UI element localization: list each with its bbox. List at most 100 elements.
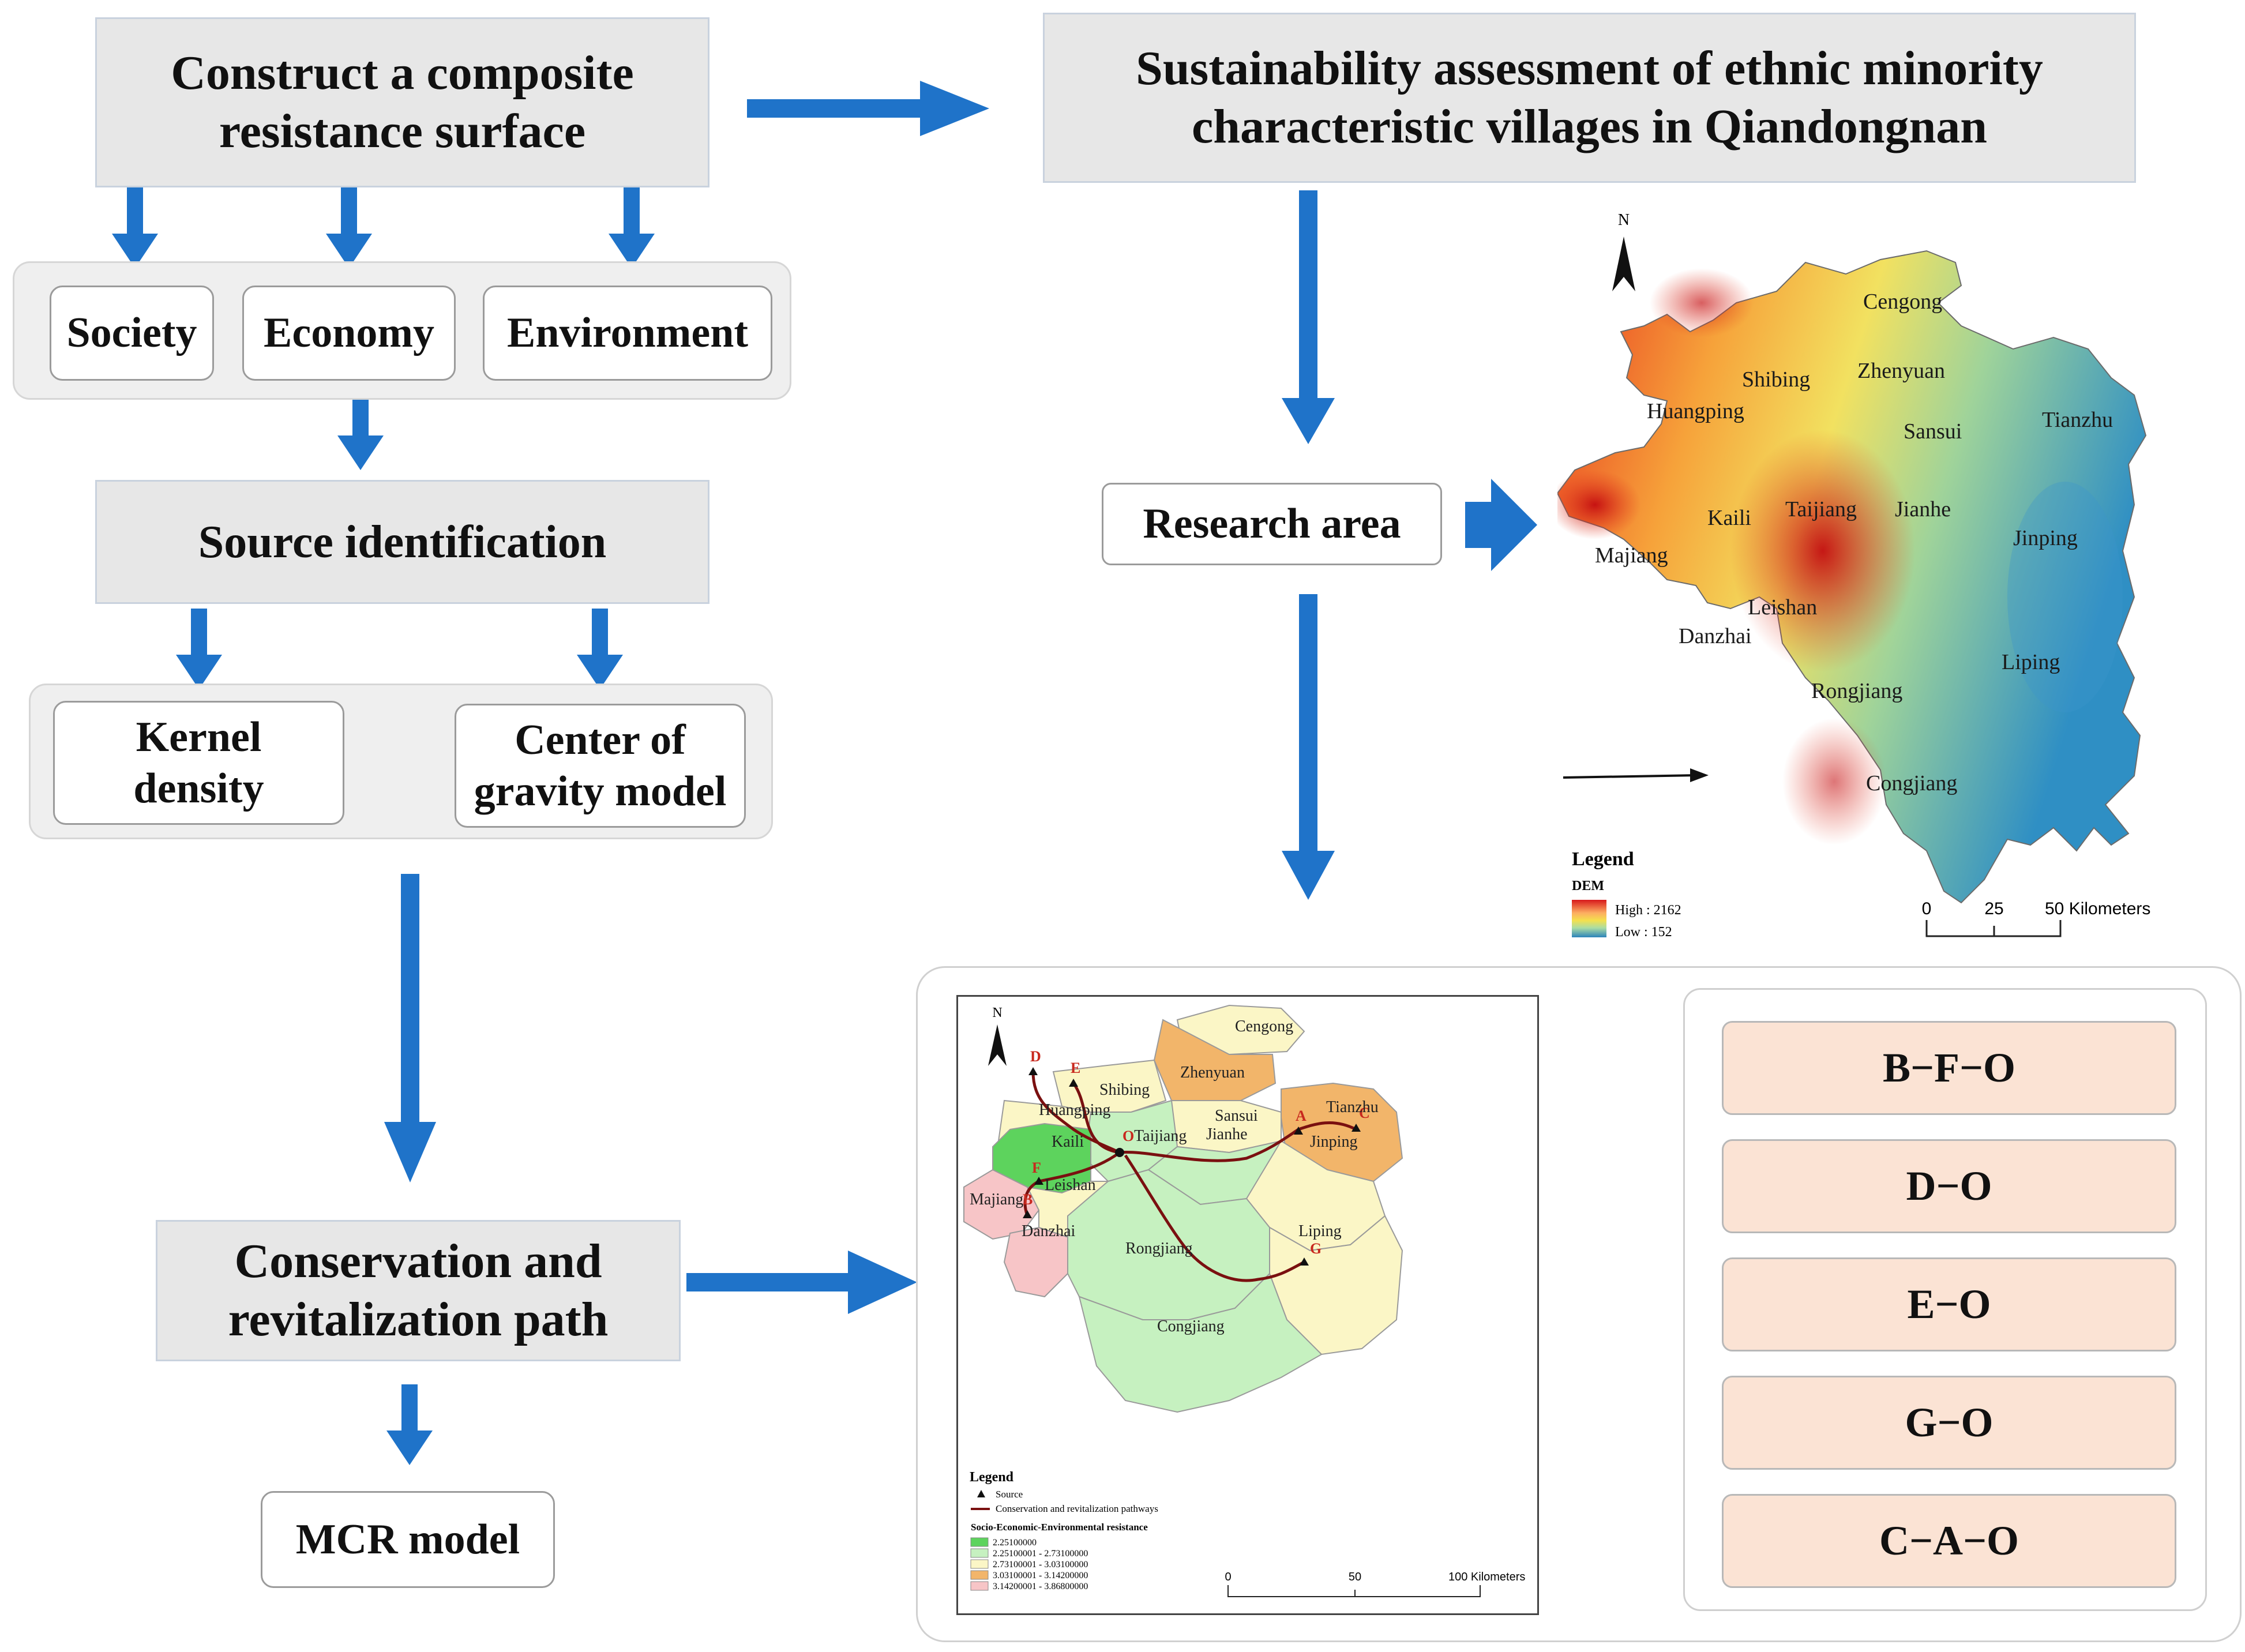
path-box: G−O — [1722, 1376, 2176, 1470]
res-path-e-o — [1072, 1082, 1120, 1154]
economy-box: Economy — [242, 286, 456, 381]
source-identification-label: Source identification — [198, 516, 607, 568]
construct-resistance-surface-box: Construct a composite resistance surface — [95, 17, 709, 187]
dem-label-cengong: Cengong — [1863, 290, 1942, 314]
environment-label: Environment — [506, 309, 749, 357]
res-label-congjiang: Congjiang — [1157, 1317, 1225, 1335]
dem-county-labels: Cengong Shibing Zhenyuan Huangping Sansu… — [1595, 290, 2113, 795]
source-identification-box: Source identification — [95, 480, 709, 604]
res-label-tianzhu: Tianzhu — [1326, 1098, 1379, 1116]
resistance-map: N A B C D — [963, 1004, 1525, 1597]
res-legend-title: Legend — [970, 1470, 1014, 1485]
res-legend-class-label: 2.73100001 - 3.03100000 — [993, 1560, 1088, 1570]
society-box: Society — [50, 286, 214, 381]
conservation-path-box: Conservation and revitalization path — [156, 1220, 681, 1361]
arrow-to-research-area — [1282, 190, 1335, 444]
kernel-line2: density — [133, 764, 264, 812]
dem-legend-low: Low : 152 — [1615, 925, 1672, 940]
path-label: G−O — [1905, 1399, 1994, 1446]
arrow-to-resistance-map — [1282, 594, 1335, 900]
res-label-shibing: Shibing — [1099, 1081, 1150, 1099]
res-label-huangping: Huangping — [1039, 1101, 1110, 1119]
research-area-label: Research area — [1143, 500, 1401, 548]
res-point-g: G — [1310, 1240, 1322, 1257]
path-label: B−F−O — [1882, 1045, 2016, 1091]
res-point-b: B — [1023, 1191, 1033, 1208]
path-box: E−O — [1722, 1257, 2176, 1351]
res-point-d: D — [1030, 1048, 1041, 1065]
arrow-to-gravity-model — [577, 609, 623, 689]
dem-label-jianhe: Jianhe — [1895, 497, 1951, 521]
research-area-box: Research area — [1102, 483, 1442, 565]
res-path-c-a-o — [1119, 1121, 1357, 1162]
dem-label-congjiang: Congjiang — [1866, 771, 1957, 795]
res-point-labels: A B C D E F G O — [1023, 1048, 1370, 1257]
gravity-line2: gravity model — [474, 767, 727, 815]
assessment-line1: Sustainability assessment of ethnic mino… — [1136, 41, 2043, 95]
thin-pointer-arrow — [1563, 768, 1709, 782]
path-label: E−O — [1907, 1281, 1991, 1327]
res-county-shapes — [963, 1004, 1403, 1413]
arrow-conservation-to-map — [686, 1251, 917, 1314]
res-legend-group: Socio-Economic-Environmental resistance — [971, 1522, 1148, 1533]
res-label-cengong: Cengong — [1235, 1018, 1293, 1035]
dem-label-leishan: Leishan — [1748, 595, 1817, 620]
arrow-to-society — [112, 187, 158, 268]
res-label-zhenyuan: Zhenyuan — [1180, 1064, 1245, 1082]
res-region-majiang — [963, 1169, 1040, 1240]
dem-label-rongjiang: Rongjiang — [1811, 679, 1902, 703]
dem-label-majiang: Majiang — [1595, 543, 1668, 568]
res-county-labels: Cengong Zhenyuan Shibing Huangping Sansu… — [970, 1018, 1379, 1335]
dem-legend: Legend DEM High : 2162 Low : 152 — [1572, 848, 1681, 940]
res-point-a: A — [1296, 1107, 1307, 1124]
mcr-model-box: MCR model — [261, 1491, 555, 1588]
res-label-majiang: Majiang — [970, 1191, 1023, 1208]
res-legend-class-label: 3.14200001 - 3.86800000 — [993, 1582, 1088, 1591]
res-label-leishan: Leishan — [1045, 1176, 1096, 1194]
res-region-congjiang — [1078, 1272, 1323, 1413]
path-box: D−O — [1722, 1139, 2176, 1233]
dem-map: N Cengong Shibing Zhenyuan Huangping San… — [1557, 211, 2150, 940]
res-legend-swatch — [970, 1581, 989, 1591]
res-path-g-o — [1124, 1154, 1305, 1282]
resistance-map-frame: N A B C D — [956, 995, 1539, 1615]
arrow-to-kernel-density — [176, 609, 222, 689]
dem-label-danzhai: Danzhai — [1679, 624, 1752, 648]
dem-label-zhenyuan: Zhenyuan — [1857, 359, 1945, 383]
path-label: D−O — [1906, 1163, 1992, 1209]
res-label-taijiang: Taijiang — [1134, 1127, 1187, 1145]
res-path-b-f-o — [1023, 1151, 1121, 1217]
gravity-model-box: Center of gravity model — [455, 704, 746, 828]
environment-box: Environment — [483, 286, 772, 381]
arrow-to-economy — [326, 187, 372, 268]
res-label-jinping: Jinping — [1310, 1133, 1357, 1151]
path-label: C−A−O — [1879, 1518, 2019, 1564]
res-point-o: O — [1122, 1128, 1134, 1144]
kernel-density-box: Kernel density — [53, 701, 344, 825]
res-point-c: C — [1359, 1105, 1370, 1121]
dem-label-taijiang: Taijiang — [1785, 497, 1857, 521]
res-scale-100: 100 Kilometers — [1448, 1571, 1525, 1583]
dem-label-jinping: Jinping — [2013, 526, 2078, 550]
dem-label-kaili: Kaili — [1707, 506, 1751, 530]
society-label: Society — [66, 309, 197, 357]
res-scale-bar: 0 50 100 Kilometers — [1225, 1571, 1525, 1597]
conservation-line1: Conservation and — [234, 1234, 602, 1288]
dem-label-liping: Liping — [2002, 650, 2060, 674]
res-legend-class-label: 3.03100001 - 3.14200000 — [993, 1571, 1088, 1580]
dem-scale-0: 0 — [1922, 899, 1932, 918]
dem-legend-ramp — [1572, 900, 1606, 937]
kernel-line1: Kernel — [136, 713, 262, 761]
res-legend-class-label: 2.25100000 — [993, 1538, 1037, 1548]
res-region-danzhai — [1003, 1226, 1075, 1298]
res-legend-class-label: 2.25100001 - 2.73100000 — [993, 1549, 1088, 1559]
arrow-to-source-identification — [337, 389, 384, 470]
dem-north-label: N — [1618, 211, 1630, 229]
sustainability-assessment-box: Sustainability assessment of ethnic mino… — [1043, 13, 2136, 183]
res-label-liping: Liping — [1298, 1222, 1342, 1240]
res-legend: Legend Source Conservation and revitaliz… — [970, 1470, 1158, 1591]
dem-legend-title: Legend — [1572, 848, 1634, 870]
res-scale-50: 50 — [1349, 1571, 1361, 1583]
res-legend-swatch — [970, 1548, 989, 1558]
